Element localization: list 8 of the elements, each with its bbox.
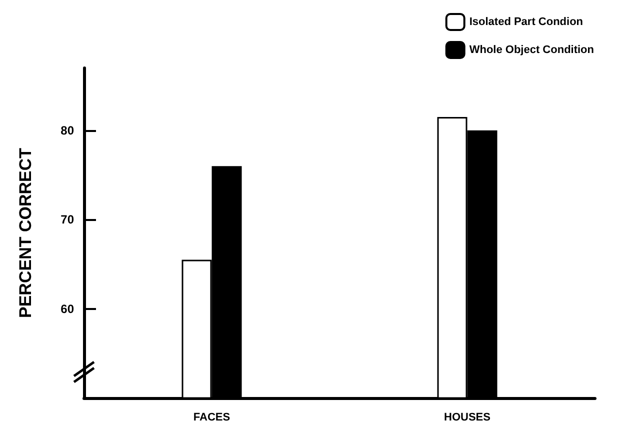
y-axis-title: PERCENT CORRECT xyxy=(16,147,35,318)
legend-label: Whole Object Condition xyxy=(469,44,594,56)
legend-label: Isolated Part Condion xyxy=(469,16,584,28)
y-tick-label: 80 xyxy=(60,123,74,138)
y-tick-label: 70 xyxy=(60,212,74,227)
x-tick-label: FACES xyxy=(193,412,230,424)
x-tick-label: HOUSES xyxy=(444,412,490,424)
y-tick-label: 60 xyxy=(60,302,74,316)
